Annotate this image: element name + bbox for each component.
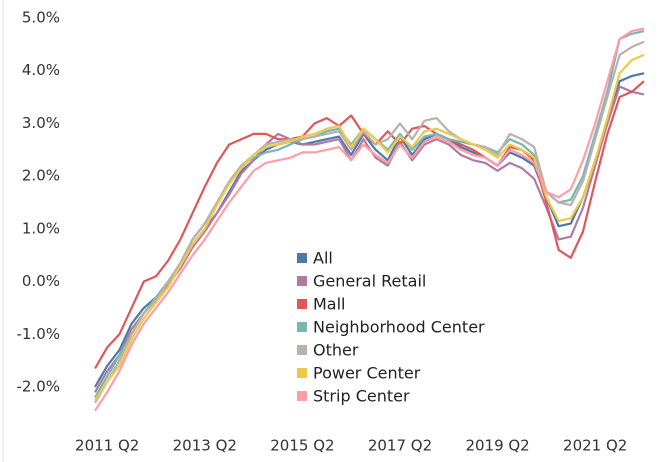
- legend-swatch: [297, 322, 307, 332]
- x-tick-label: 2011 Q2: [75, 437, 139, 455]
- series-line: [94, 40, 645, 404]
- legend-swatch: [297, 253, 307, 263]
- series-line: [94, 30, 645, 399]
- legend-label: Mall: [313, 295, 346, 314]
- x-tick-label: 2015 Q2: [270, 437, 334, 455]
- y-tick-label: -1.0%: [16, 325, 60, 343]
- x-tick-label: 2017 Q2: [368, 437, 432, 455]
- y-tick-label: 3.0%: [22, 114, 60, 132]
- legend-label: Neighborhood Center: [313, 318, 485, 337]
- legend-swatch: [297, 276, 307, 286]
- legend-label: General Retail: [313, 272, 426, 291]
- legend-swatch: [297, 345, 307, 355]
- y-tick-label: 1.0%: [22, 219, 60, 237]
- y-tick-label: 4.0%: [22, 61, 60, 79]
- series-line: [94, 27, 645, 412]
- y-tick-label: -2.0%: [16, 377, 60, 395]
- legend-label: Power Center: [313, 364, 421, 383]
- legend-label: Strip Center: [313, 387, 410, 406]
- legend-label: All: [313, 249, 333, 268]
- legend-swatch: [297, 391, 307, 401]
- series-line: [94, 85, 645, 393]
- series-line: [94, 72, 645, 388]
- y-tick-label: 5.0%: [22, 8, 60, 26]
- y-tick-label: 0.0%: [22, 272, 60, 290]
- legend-swatch: [297, 368, 307, 378]
- x-tick-label: 2013 Q2: [173, 437, 237, 455]
- x-tick-label: 2021 Q2: [563, 437, 627, 455]
- y-tick-label: 2.0%: [22, 167, 60, 185]
- legend-label: Other: [313, 341, 359, 360]
- legend-swatch: [297, 299, 307, 309]
- x-tick-label: 2019 Q2: [465, 437, 529, 455]
- series-line: [94, 53, 645, 401]
